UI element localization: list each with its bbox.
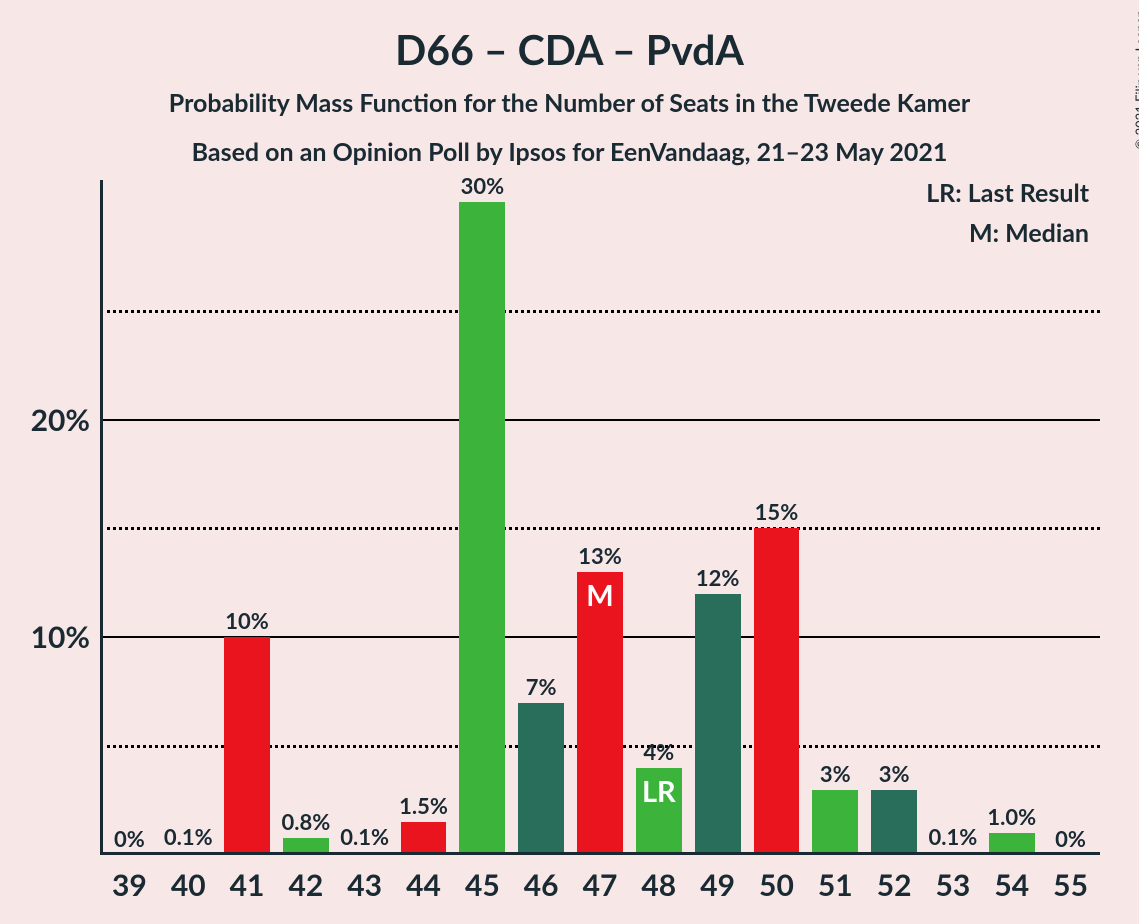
bar-value-label: 10% bbox=[218, 607, 277, 634]
xtick-label: 47 bbox=[571, 867, 630, 903]
bar-value-label: 0.1% bbox=[335, 823, 394, 850]
xtick-label: 45 bbox=[453, 867, 512, 903]
ytick-label: 10% bbox=[10, 619, 90, 655]
xtick-label: 46 bbox=[512, 867, 571, 903]
plot-area: 0%0.1%10%0.8%0.1%1.5%30%7%13%M4%LR12%15%… bbox=[100, 180, 1100, 855]
bar-value-label: 30% bbox=[453, 172, 512, 199]
bar bbox=[518, 703, 564, 855]
xtick-label: 49 bbox=[688, 867, 747, 903]
xtick-label: 41 bbox=[218, 867, 277, 903]
bar-value-label: 7% bbox=[512, 673, 571, 700]
bar-value-label: 0.1% bbox=[159, 823, 218, 850]
bar bbox=[459, 202, 505, 855]
chart-title: D66 – CDA – PvdA bbox=[0, 25, 1139, 74]
chart-canvas: D66 – CDA – PvdA Probability Mass Functi… bbox=[0, 0, 1139, 924]
bar bbox=[812, 790, 858, 855]
xtick-label: 54 bbox=[982, 867, 1041, 903]
bar-annotation-last-result: LR bbox=[636, 774, 682, 809]
y-axis bbox=[100, 180, 103, 855]
xtick-label: 55 bbox=[1041, 867, 1100, 903]
xtick-label: 43 bbox=[335, 867, 394, 903]
ytick-label: 20% bbox=[10, 402, 90, 438]
bar-value-label: 3% bbox=[806, 760, 865, 787]
bar-value-label: 0.1% bbox=[924, 823, 983, 850]
bar-value-label: 0% bbox=[100, 825, 159, 852]
xtick-label: 40 bbox=[159, 867, 218, 903]
bar bbox=[754, 528, 800, 855]
bar-value-label: 3% bbox=[865, 760, 924, 787]
gridline-minor bbox=[100, 527, 1100, 530]
xtick-label: 42 bbox=[276, 867, 335, 903]
xtick-label: 51 bbox=[806, 867, 865, 903]
bar-value-label: 12% bbox=[688, 564, 747, 591]
bar-value-label: 1.5% bbox=[394, 792, 453, 819]
bar-value-label: 1.0% bbox=[982, 803, 1041, 830]
xtick-label: 53 bbox=[924, 867, 983, 903]
copyright-text: © 2021 Filip van Laenen bbox=[1133, 10, 1139, 150]
gridline-minor bbox=[100, 310, 1100, 313]
xtick-label: 44 bbox=[394, 867, 453, 903]
bar-value-label: 0.8% bbox=[276, 808, 335, 835]
bar bbox=[695, 594, 741, 855]
bar-value-label: 4% bbox=[629, 738, 688, 765]
xtick-label: 39 bbox=[100, 867, 159, 903]
bar-value-label: 15% bbox=[747, 498, 806, 525]
bar bbox=[224, 637, 270, 855]
bar-value-label: 0% bbox=[1041, 825, 1100, 852]
bar bbox=[871, 790, 917, 855]
xtick-label: 52 bbox=[865, 867, 924, 903]
xtick-label: 48 bbox=[629, 867, 688, 903]
x-axis bbox=[100, 852, 1100, 855]
xtick-label: 50 bbox=[747, 867, 806, 903]
chart-subtitle-1: Probability Mass Function for the Number… bbox=[0, 88, 1139, 118]
gridline-major bbox=[100, 419, 1100, 421]
chart-subtitle-2: Based on an Opinion Poll by Ipsos for Ee… bbox=[0, 137, 1139, 167]
bar-value-label: 13% bbox=[571, 542, 630, 569]
bar bbox=[577, 572, 623, 855]
bar bbox=[401, 822, 447, 855]
bar-annotation-median: M bbox=[577, 578, 623, 613]
